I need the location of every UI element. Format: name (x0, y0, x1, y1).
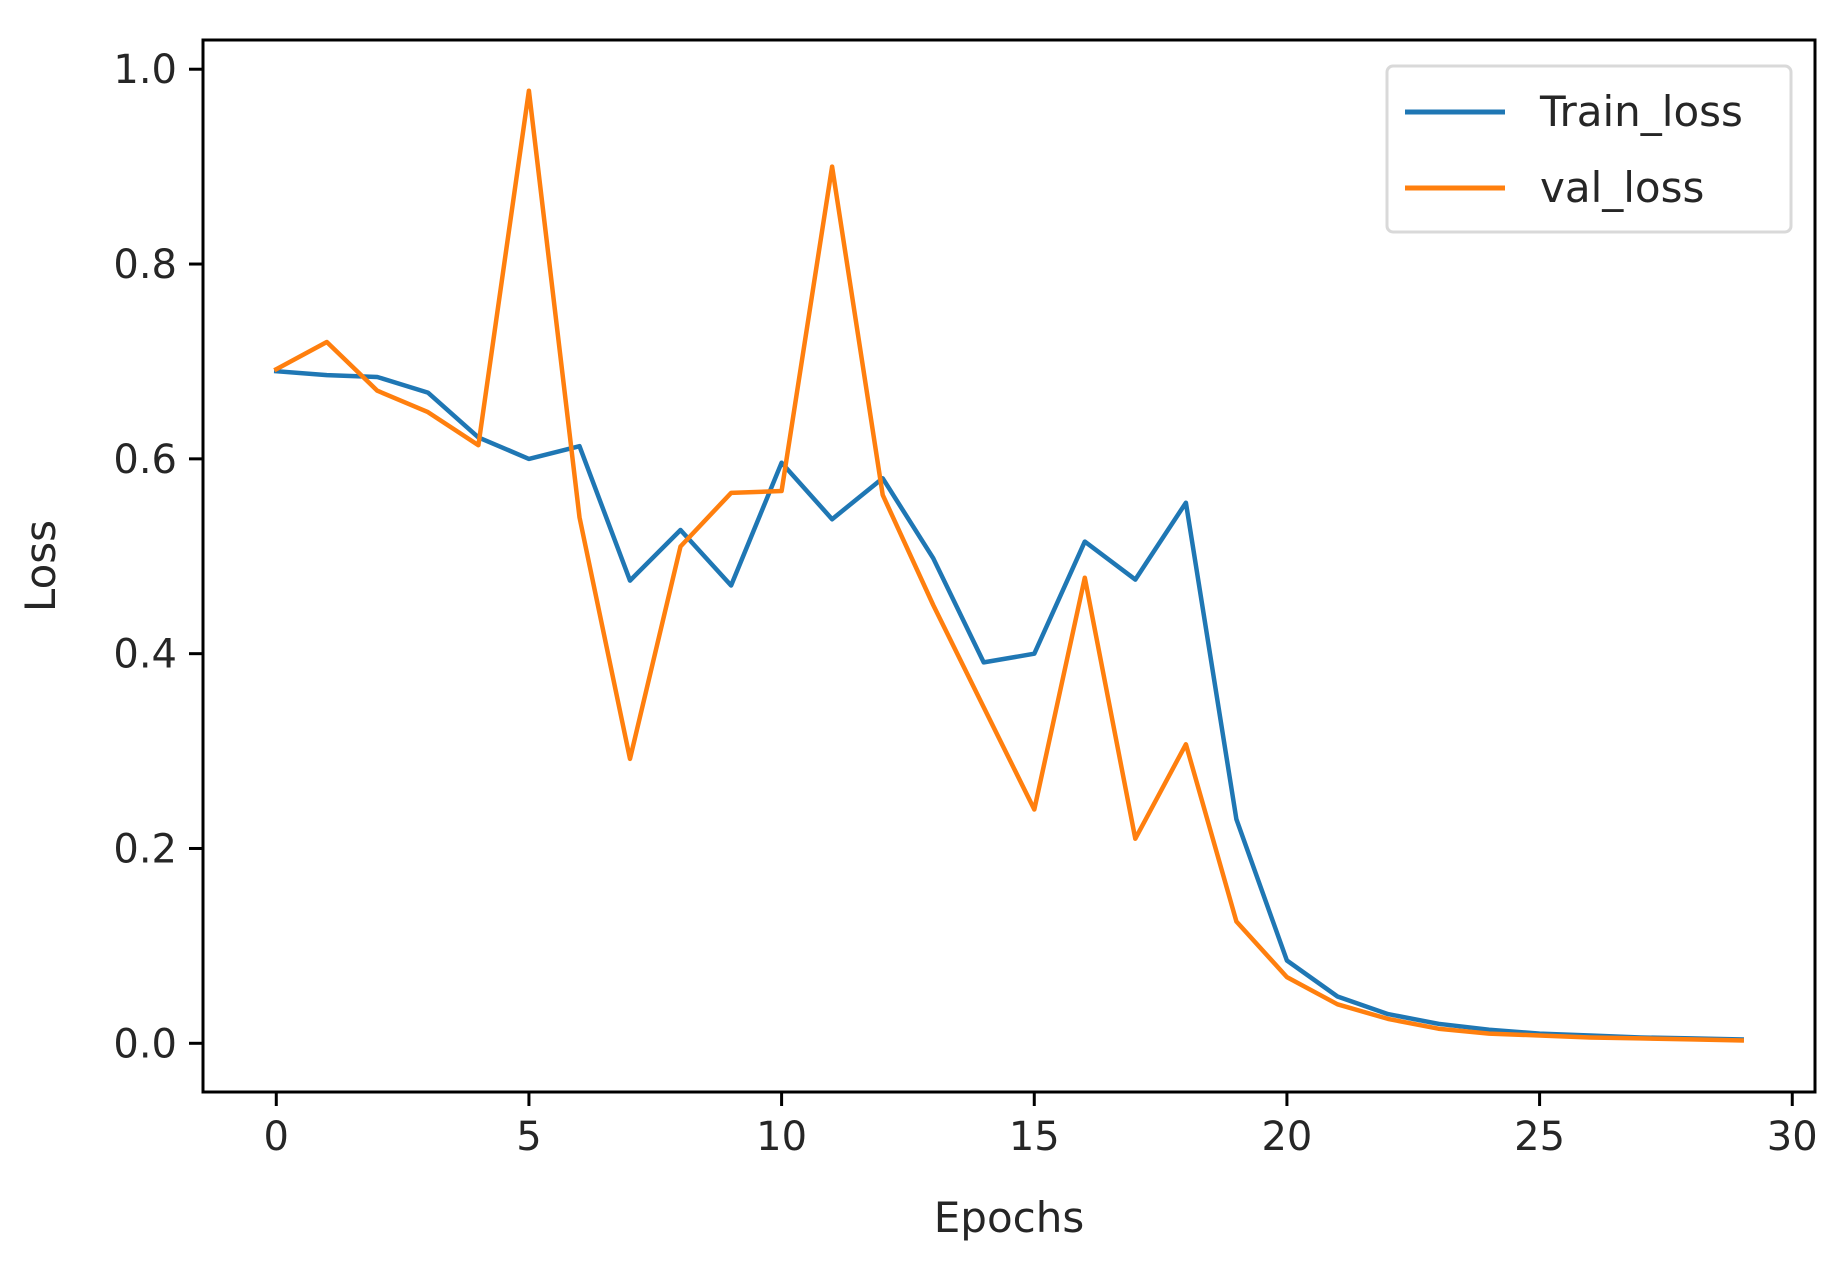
series-line-val-loss (273, 88, 1744, 1043)
series-line-train-loss (273, 368, 1744, 1042)
legend-label-train-loss: Train_loss (1539, 87, 1743, 136)
y-tick-label: 1.0 (113, 47, 177, 93)
y-axis: 0.0 0.2 0.4 0.6 0.8 1.0 (113, 47, 203, 1067)
series-lines (273, 88, 1744, 1043)
x-tick-label: 10 (756, 1114, 807, 1160)
legend: Train_loss val_loss (1385, 64, 1793, 234)
x-tick-label: 30 (1767, 1114, 1818, 1160)
x-tick-label: 20 (1261, 1114, 1312, 1160)
y-tick-label: 0.4 (113, 632, 177, 678)
x-tick-label: 0 (264, 1114, 289, 1160)
y-tick-label: 0.8 (113, 242, 177, 288)
y-tick-label: 0.0 (113, 1021, 177, 1067)
x-axis: 0 5 10 15 20 25 30 (264, 1092, 1818, 1160)
x-axis-label: Epochs (934, 1193, 1085, 1242)
x-tick-label: 15 (1009, 1114, 1060, 1160)
y-tick-label: 0.6 (113, 437, 177, 483)
plot-frame (201, 38, 1817, 1094)
x-tick-label: 25 (1514, 1114, 1565, 1160)
y-axis-label: Loss (16, 520, 65, 612)
legend-label-val-loss: val_loss (1540, 163, 1704, 212)
x-tick-label: 5 (516, 1114, 541, 1160)
y-tick-label: 0.2 (113, 826, 177, 872)
